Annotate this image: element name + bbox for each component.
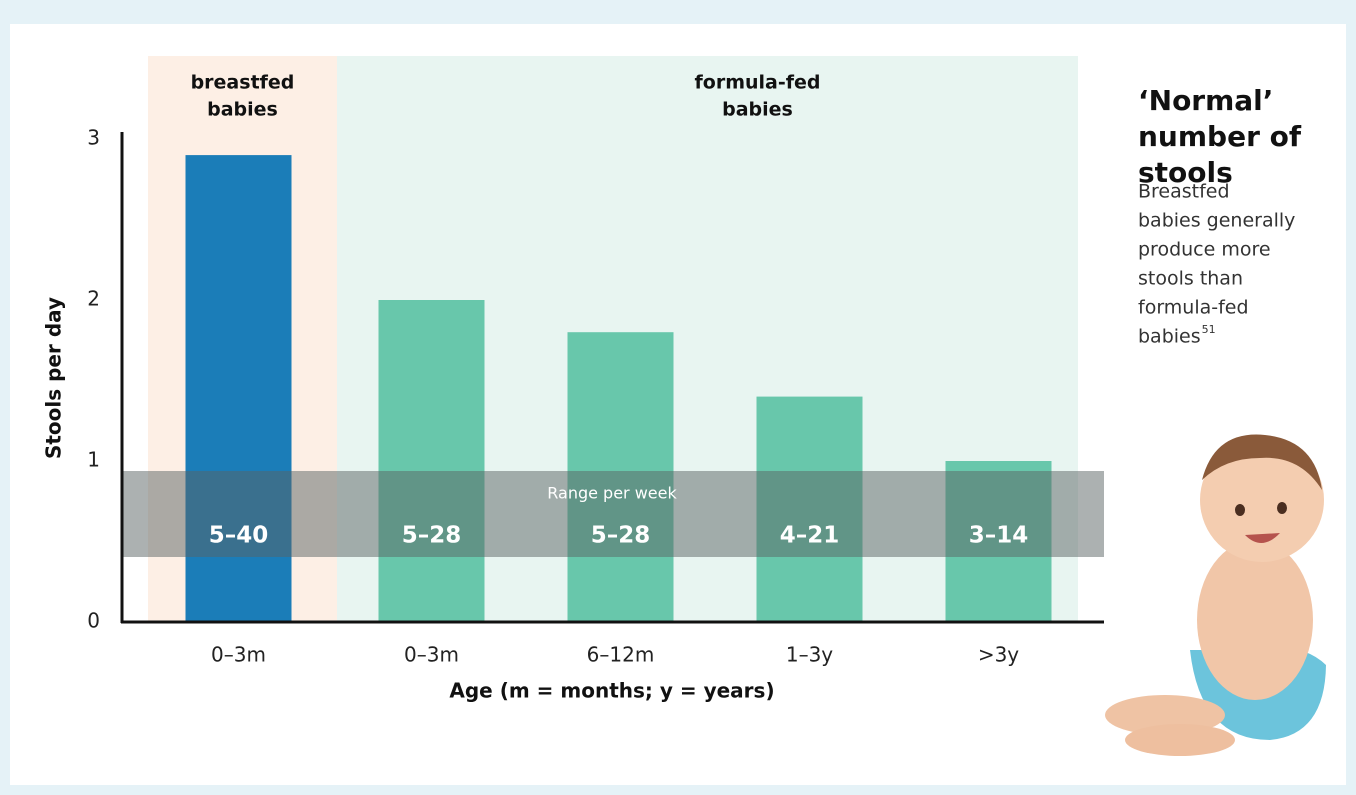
group-label: babies (722, 99, 793, 121)
footnote: 51 (1202, 323, 1216, 336)
group-label: formula-fed (695, 72, 821, 94)
range-label: 5–28 (402, 523, 462, 549)
y-tick-label: 2 (87, 287, 100, 311)
group-label: breastfed (191, 72, 295, 94)
sidebar-text: produce more (1138, 239, 1271, 261)
range-label: 5–28 (591, 523, 651, 549)
y-tick-label: 0 (87, 609, 100, 633)
bar (379, 300, 485, 622)
sidebar-text: babies (1138, 326, 1201, 348)
group-label: babies (207, 99, 278, 121)
chart: breastfed babies formula-fed babies 0 1 2 3 0–3m… (0, 0, 1356, 795)
x-tick-label: 1–3y (786, 643, 833, 667)
y-tick-label: 3 (87, 126, 100, 150)
range-title: Range per week (547, 484, 677, 503)
x-axis-title: Age (m = months; y = years) (449, 679, 774, 703)
x-tick-label: 0–3m (211, 643, 266, 667)
sidebar-title: number of (1138, 120, 1302, 153)
range-label: 3–14 (969, 523, 1029, 549)
x-tick-label: >3y (978, 643, 1019, 667)
sidebar-title: ‘Normal’ (1138, 84, 1273, 117)
sidebar-text: stools than (1138, 268, 1243, 290)
sidebar-text: Breastfed (1138, 181, 1230, 203)
y-tick-label: 1 (87, 448, 100, 472)
x-tick-label: 0–3m (404, 643, 459, 667)
range-label: 4–21 (780, 523, 840, 549)
sidebar-text: formula-fed (1138, 297, 1249, 319)
y-axis-title: Stools per day (42, 297, 66, 459)
page: breastfed babies formula-fed babies 0 1 2 3 0–3m… (0, 0, 1356, 795)
x-tick-label: 6–12m (587, 643, 655, 667)
sidebar-text: babies generally (1138, 210, 1295, 232)
range-label: 5–40 (209, 523, 269, 549)
